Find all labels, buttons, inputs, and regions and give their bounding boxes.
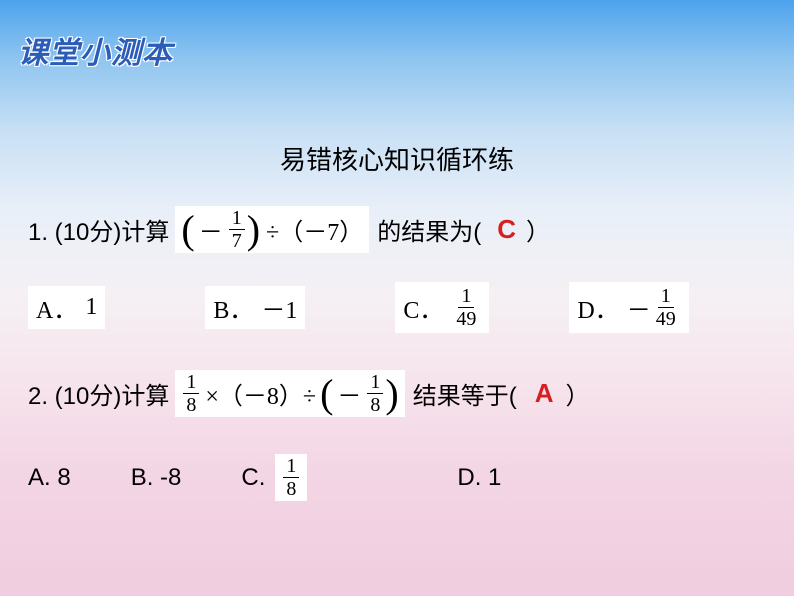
question-2: 2. (10分)计算 1 8 ×（－8）÷ ( － 1 8 ) 结果等于( A … — [28, 370, 590, 417]
choice-value: 1 — [85, 294, 97, 321]
q2-mid: ×（－8）÷ — [205, 376, 316, 411]
q1-neg: － — [199, 212, 223, 247]
q2-suffix-before: 结果等于( — [413, 376, 517, 411]
question-1: 1. (10分)计算 ( － 1 7 ) ÷（－7） 的结果为( C ） — [28, 206, 550, 253]
q2-expression: 1 8 ×（－8）÷ ( － 1 8 ) — [175, 370, 404, 417]
q1-choices: A． 1 B． －1 C． 1 49 D． － 1 49 — [28, 282, 689, 333]
q2-frac1: 1 8 — [183, 372, 199, 415]
q1-choice-a: A． 1 — [28, 286, 105, 329]
q2-choices: A. 8 B. -8 C. 1 8 D. 1 — [28, 454, 561, 501]
frac-num: 1 — [283, 456, 299, 478]
choice-label: C. — [241, 464, 265, 492]
q1-frac-num: 1 — [229, 208, 245, 230]
section-title: 易错核心知识循环练 — [0, 140, 794, 177]
q1-choice-b: B． －1 — [205, 286, 305, 329]
q2-choice-c: C. 1 8 — [241, 454, 307, 501]
choice-label: C． — [403, 290, 443, 325]
frac-num: 1 — [367, 372, 383, 394]
frac-den: 8 — [183, 394, 199, 415]
q2-neg: － — [337, 376, 361, 411]
choice-value: －1 — [261, 290, 297, 325]
frac-den: 49 — [453, 308, 479, 329]
frac-den: 8 — [367, 394, 383, 415]
frac-num: 1 — [183, 372, 199, 394]
q1-answer: C — [497, 214, 516, 245]
q2-choice-d: D. 1 — [457, 464, 501, 492]
q1-choice-c-frac: 1 49 — [453, 286, 479, 329]
frac-den: 8 — [283, 478, 299, 499]
choice-label: B． — [213, 290, 253, 325]
choice-label: D． — [577, 290, 618, 325]
q2-prefix: 2. (10分)计算 — [28, 376, 169, 411]
choice-label: A． — [36, 290, 77, 325]
q2-suffix-after: ） — [566, 376, 590, 411]
q1-suffix-after: ） — [526, 212, 550, 247]
q1-frac: 1 7 — [229, 208, 245, 251]
q1-div: ÷（－7） — [266, 212, 363, 247]
q2-choice-a: A. 8 — [28, 464, 71, 492]
q1-prefix: 1. (10分)计算 — [28, 212, 169, 247]
q2-choice-c-frac: 1 8 — [283, 456, 299, 499]
q2-answer: A — [535, 378, 554, 409]
neg-sign: － — [627, 290, 651, 325]
frac-den: 49 — [653, 308, 679, 329]
q2-choice-b: B. -8 — [131, 464, 182, 492]
q1-expression: ( － 1 7 ) ÷（－7） — [175, 206, 369, 253]
q1-suffix-before: 的结果为( — [377, 212, 481, 247]
frac-num: 1 — [458, 286, 474, 308]
q1-frac-den: 7 — [229, 230, 245, 251]
q1-choice-d: D． － 1 49 — [569, 282, 688, 333]
frac-num: 1 — [658, 286, 674, 308]
q2-frac2: 1 8 — [367, 372, 383, 415]
header-title: 课堂小测本 — [18, 28, 173, 72]
q1-choice-c: C． 1 49 — [395, 282, 489, 333]
q1-choice-d-frac: 1 49 — [653, 286, 679, 329]
